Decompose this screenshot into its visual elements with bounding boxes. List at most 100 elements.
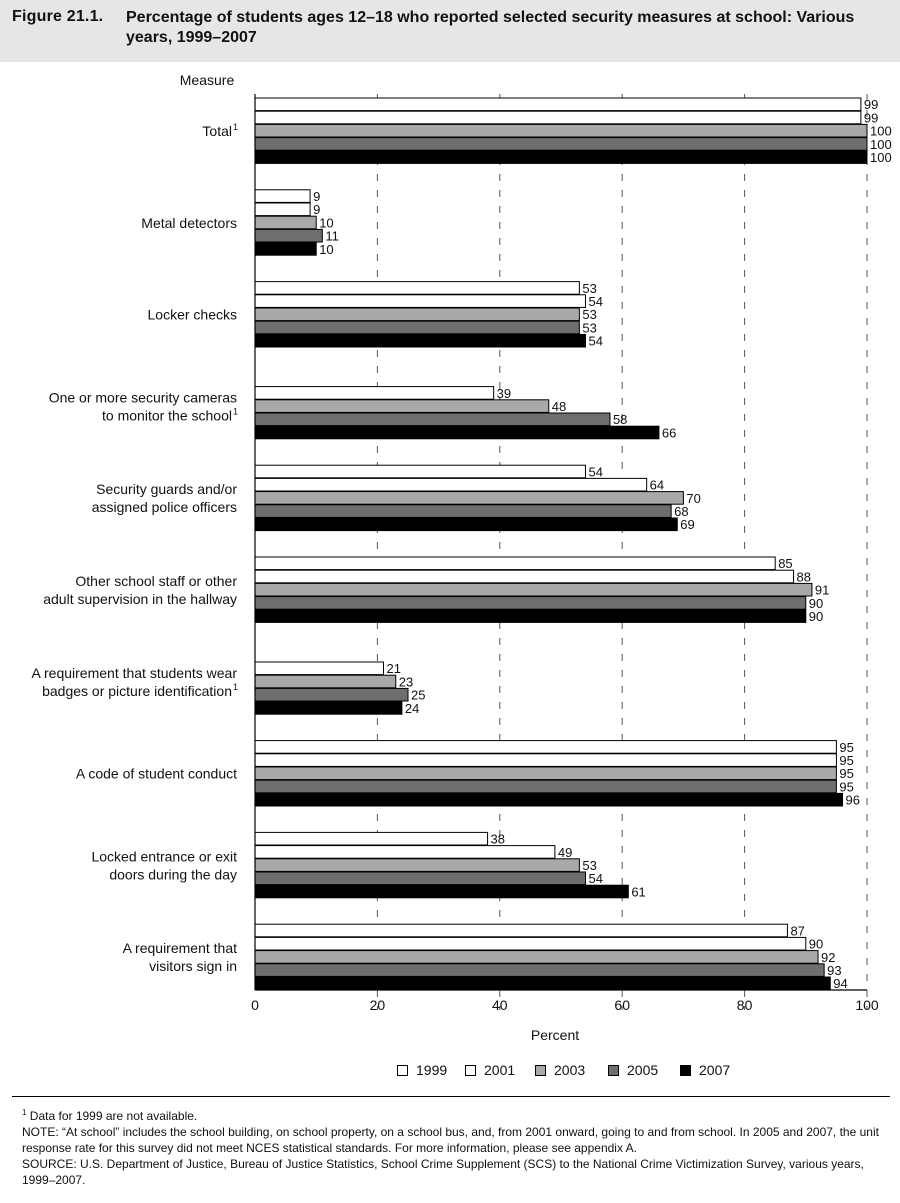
divider-rule [12,1096,890,1097]
bar-2001-5 [254,569,795,584]
bar-1999-8 [254,831,489,846]
bar-1999-9 [254,923,788,938]
bar-1999-2 [254,281,580,295]
source-text: SOURCE: U.S. Department of Justice, Bure… [22,1157,864,1187]
tick-label-100: 100 [855,997,879,1013]
bar-2001-1 [254,202,311,217]
bar-2003-8 [254,858,580,872]
data-label-2007-4: 69 [680,517,694,532]
category-label-2-0: Locker checks [148,307,237,323]
category-label-8-1: doors during the day [109,866,237,882]
bar-2003-5 [254,582,813,597]
legend-item-2003: 2003 [535,1062,585,1078]
bar-2003-9 [254,950,819,964]
data-label-1999-9: 87 [790,923,804,938]
data-label-2005-3: 58 [613,412,627,427]
data-label-2007-8: 61 [631,884,645,899]
category-label-4-1: assigned police officers [92,499,237,515]
data-label-2003-0: 100 [870,124,892,139]
data-label-2001-4: 64 [650,478,664,493]
legend-swatch-2003 [535,1064,546,1076]
data-label-2003-3: 48 [552,399,566,414]
data-label-1999-7: 95 [839,740,853,755]
data-label-2003-1: 10 [319,215,333,230]
bar-2003-6 [254,674,397,689]
data-label-2007-6: 24 [405,701,419,716]
data-label-1999-2: 53 [582,281,596,296]
data-label-2003-5: 91 [815,583,829,598]
bar-2003-4 [254,491,684,505]
bar-2007-6 [254,701,403,715]
data-label-1999-4: 54 [588,464,602,479]
data-label-2007-0: 100 [870,150,892,165]
tick-label-0: 0 [251,997,259,1013]
legend-label-2007: 2007 [699,1062,731,1078]
figure-header: Figure 21.1. Percentage of students ages… [0,0,900,62]
bar-2005-7 [254,779,837,794]
category-footnote-3: 1 [233,406,238,416]
data-label-2007-9: 94 [833,976,847,991]
bar-2001-0 [254,110,862,125]
bar-2007-5 [254,609,807,623]
bar-2005-5 [254,596,807,610]
figure-title: Percentage of students ages 12–18 who re… [126,9,855,46]
bar-2005-1 [254,228,323,243]
bar-1999-5 [254,556,776,571]
bar-2005-2 [254,320,580,335]
data-label-2003-2: 53 [582,307,596,322]
bar-1999-4 [254,464,586,479]
bar-2003-3 [254,399,550,413]
bar-2001-3 [254,386,495,400]
data-label-2007-1: 10 [319,242,333,257]
bar-2003-0 [254,123,868,138]
legend-label-2003: 2003 [554,1062,586,1078]
bar-2007-0 [254,150,868,164]
footnote-marker: 1 [22,1108,27,1117]
bar-2007-1 [254,242,317,256]
x-axis-title: Percent [531,1027,579,1043]
tick-label-20: 20 [370,997,386,1013]
category-label-3-1: to monitor the school [102,407,232,423]
bar-2005-9 [254,963,825,977]
data-label-1999-5: 85 [778,556,792,571]
bar-2007-3 [254,425,660,440]
bar-2007-4 [254,517,678,532]
data-label-2003-9: 92 [821,950,835,965]
category-label-8-0: Locked entrance or exit [91,848,237,864]
data-label-2007-7: 96 [846,793,860,808]
category-label-6-0: A requirement that students wear [32,665,238,681]
legend-swatch-2005 [608,1064,619,1076]
data-label-2003-6: 23 [399,674,413,689]
bar-1999-7 [254,740,837,754]
data-label-2005-0: 100 [870,137,892,152]
data-label-1999-0: 99 [864,97,878,112]
figure-label: Figure 21.1. [12,8,104,25]
category-label-7-0: A code of student conduct [76,766,237,782]
bar-2007-7 [254,792,844,807]
category-footnote-0: 1 [233,122,238,132]
category-label-5-0: Other school staff or other [75,573,237,589]
data-label-2005-8: 54 [588,871,602,886]
data-label-2001-2: 54 [588,294,602,309]
legend-label-2005: 2005 [627,1062,659,1078]
bar-2003-2 [254,307,580,322]
category-footnote-6: 1 [233,682,238,692]
bar-2003-7 [254,766,837,781]
category-label-9-0: A requirement that [123,940,238,956]
data-label-1999-1: 9 [313,189,320,204]
legend-item-2005: 2005 [608,1062,658,1078]
legend-item-2007: 2007 [680,1062,730,1078]
data-label-2003-8: 53 [582,858,596,873]
category-label-5-1: adult supervision in the hallway [43,591,237,607]
category-label-1-0: Metal detectors [141,215,237,231]
data-label-2001-9: 90 [809,937,823,952]
data-label-2005-9: 93 [827,963,841,978]
bar-2001-9 [254,936,807,951]
data-label-2007-5: 90 [809,609,823,624]
bar-2005-6 [254,687,409,702]
bar-2001-2 [254,294,586,308]
legend-item-1999: 1999 [397,1062,447,1078]
bar-2005-0 [254,137,868,151]
category-label-6-1: badges or picture identification [42,683,232,699]
